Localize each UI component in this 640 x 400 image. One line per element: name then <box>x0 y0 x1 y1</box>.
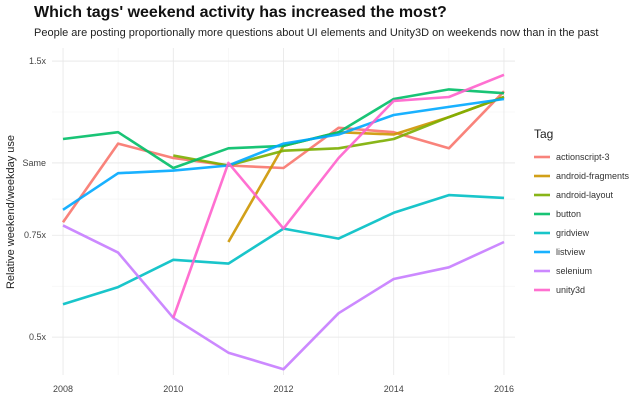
legend-item-selenium: selenium <box>534 266 592 276</box>
x-tick-label: 2008 <box>53 384 73 394</box>
legend-item-android-fragments: android-fragments <box>534 171 630 181</box>
chart-title: Which tags' weekend activity has increas… <box>34 4 447 21</box>
legend-item-listview: listview <box>534 247 586 257</box>
legend-label: android-fragments <box>556 171 630 181</box>
legend: Tag actionscript-3 android-fragments andro… <box>534 127 630 295</box>
y-axis-title: Relative weekend/weekday use <box>5 135 17 289</box>
x-tick-labels: 2008 2010 2012 2014 2016 <box>53 384 514 394</box>
legend-item-android-layout: android-layout <box>534 190 614 200</box>
x-tick-label: 2010 <box>163 384 183 394</box>
legend-label: selenium <box>556 266 592 276</box>
legend-item-actionscript-3: actionscript-3 <box>534 152 610 162</box>
y-tick-label: Same <box>22 158 46 168</box>
legend-label: unity3d <box>556 285 585 295</box>
legend-item-button: button <box>534 209 581 219</box>
x-tick-label: 2016 <box>494 384 514 394</box>
series-line-selenium <box>62 224 505 371</box>
legend-item-gridview: gridview <box>534 228 590 238</box>
legend-title: Tag <box>534 127 553 141</box>
x-tick-label: 2014 <box>384 384 404 394</box>
legend-label: gridview <box>556 228 590 238</box>
y-tick-labels: 0.5x 0.75x Same 1.5x <box>22 56 46 342</box>
y-tick-label: 0.5x <box>29 332 47 342</box>
legend-label: button <box>556 209 581 219</box>
series-line-actionscript-3 <box>61 90 505 223</box>
legend-label: listview <box>556 247 586 257</box>
series-line-listview <box>62 97 505 211</box>
legend-item-unity3d: unity3d <box>534 285 585 295</box>
chart-subtitle: People are posting proportionally more q… <box>34 27 599 39</box>
x-tick-label: 2012 <box>273 384 293 394</box>
y-tick-label: 1.5x <box>29 56 47 66</box>
series-line-button <box>62 88 505 170</box>
legend-label: android-layout <box>556 190 614 200</box>
series-layer <box>61 73 505 371</box>
y-tick-label: 0.75x <box>24 230 47 240</box>
legend-label: actionscript-3 <box>556 152 610 162</box>
series-line-unity3d <box>172 73 505 319</box>
